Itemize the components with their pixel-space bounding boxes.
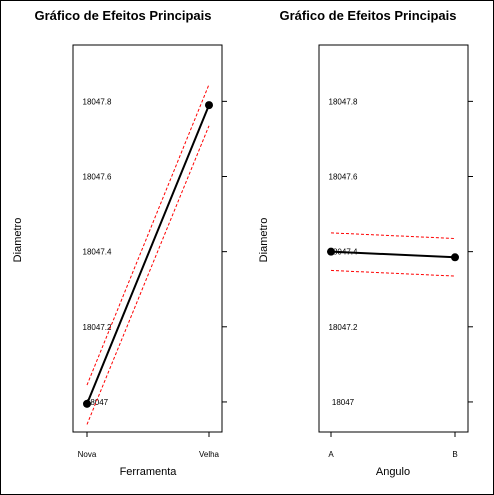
x-axis-label: Ferramenta — [120, 466, 178, 478]
y-tick-label: 18047.2 — [329, 323, 358, 332]
panel-ferramenta: Gráfico de Efeitos Principais 1804718047… — [12, 8, 227, 478]
x-tick-label: B — [452, 450, 457, 459]
data-point — [205, 101, 213, 110]
plot-area — [72, 44, 223, 433]
y-axis-label: Diametro — [258, 218, 270, 263]
confidence-band-line — [330, 232, 456, 239]
confidence-band-line — [86, 125, 210, 425]
panel-title: Gráfico de Efeitos Principais — [35, 8, 212, 23]
data-point — [451, 253, 459, 262]
x-tick-label: A — [328, 450, 334, 459]
x-tick-label: Nova — [78, 450, 97, 459]
y-tick-label: 18047 — [332, 398, 355, 407]
main-effect-line — [86, 104, 210, 405]
y-tick-label: 18047.2 — [83, 323, 112, 332]
y-tick-label: 18047.8 — [329, 97, 358, 106]
y-axis: 18047 18047.2 18047.4 18047.6 18047.8 — [83, 97, 227, 407]
confidence-band-line — [330, 269, 456, 277]
x-axis: Nova Velha — [78, 432, 220, 459]
x-tick-label: Velha — [199, 450, 220, 459]
y-tick-label: 18047.6 — [329, 173, 358, 182]
y-axis-label: Diametro — [12, 218, 24, 263]
y-tick-label: 18047 — [86, 398, 109, 407]
y-tick-label: 18047.8 — [83, 97, 112, 106]
series-group — [327, 232, 459, 277]
confidence-band-line — [86, 84, 210, 386]
data-point — [83, 399, 91, 408]
series-group — [83, 84, 213, 425]
plot-area — [318, 44, 469, 433]
main-effect-line — [330, 250, 456, 259]
y-tick-label: 18047.4 — [83, 248, 112, 257]
panel-angulo: Gráfico de Efeitos Principais 18047 18047… — [258, 8, 473, 478]
panel-title: Gráfico de Efeitos Principais — [280, 8, 457, 23]
x-axis-label: Angulo — [376, 466, 410, 478]
data-point — [327, 247, 335, 256]
y-tick-label: 18047.6 — [83, 173, 112, 182]
